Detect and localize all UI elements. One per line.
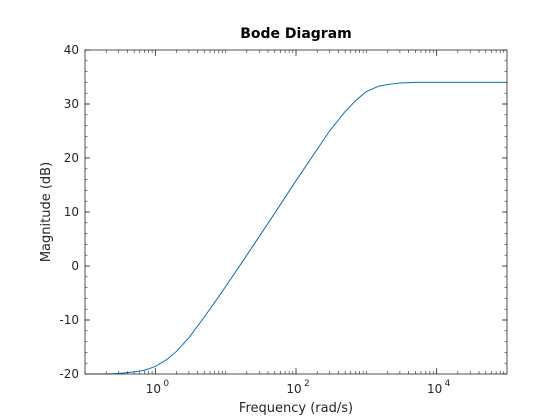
x-tick-label-base: 10 xyxy=(286,382,301,396)
x-tick-labels: 10 0 10 2 10 4 xyxy=(146,379,451,396)
y-tick-label: 30 xyxy=(64,97,79,111)
x-tick-label-exponent: 4 xyxy=(445,379,451,389)
y-tick-label: 20 xyxy=(64,151,79,165)
x-tick-label-base: 10 xyxy=(427,382,442,396)
x-tick-label-base: 10 xyxy=(146,382,161,396)
x-tick-label-exponent: 0 xyxy=(163,379,169,389)
y-tick-label: -20 xyxy=(59,367,79,381)
chart-title: Bode Diagram xyxy=(240,26,352,42)
y-tick-labels: -20 -10 0 10 20 30 40 xyxy=(59,43,79,381)
y-axis-label: Magnitude (dB) xyxy=(39,162,54,262)
y-tick-label: -10 xyxy=(59,313,79,327)
x-axis-label: Frequency (rad/s) xyxy=(239,401,353,416)
y-tick-label: 40 xyxy=(64,43,79,57)
x-tick-label: 10 4 xyxy=(427,379,451,396)
plot-area xyxy=(85,50,507,374)
x-tick-label-exponent: 2 xyxy=(304,379,310,389)
y-tick-label: 0 xyxy=(71,259,79,273)
y-tick-label: 10 xyxy=(64,205,79,219)
x-tick-label: 10 0 xyxy=(146,379,170,396)
series-line xyxy=(85,81,507,375)
x-tick-label: 10 2 xyxy=(286,379,309,396)
axes-box xyxy=(84,49,508,375)
